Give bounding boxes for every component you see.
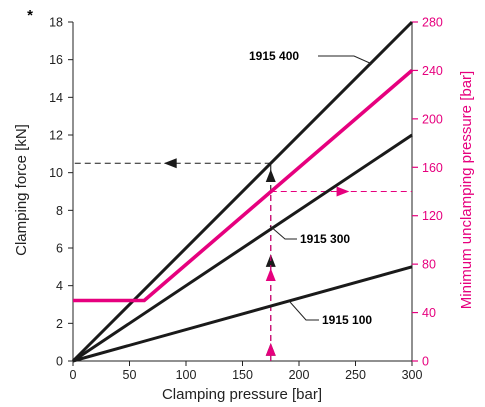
- arrowhead: [336, 186, 350, 197]
- arrowhead: [265, 169, 276, 183]
- label-leader: [289, 301, 319, 321]
- x-tick-label: 50: [123, 368, 137, 382]
- y-axis-title-marker: *: [27, 7, 33, 24]
- y2-tick-label: 200: [422, 112, 443, 126]
- y2-tick-label: 40: [422, 306, 436, 320]
- label-leader: [318, 55, 373, 65]
- y-tick-label: 12: [49, 129, 63, 143]
- series-label: 1915 300: [300, 232, 350, 246]
- x-tick-label: 300: [402, 368, 423, 382]
- series-line-1915-100: [72, 265, 413, 363]
- series-label: 1915 100: [322, 313, 372, 327]
- x-tick-label: 0: [70, 368, 77, 382]
- series-label: 1915 400: [249, 49, 299, 63]
- y-tick-label: 16: [49, 53, 63, 67]
- series-labels: 1915 400 1915 300 1915 100: [249, 49, 372, 327]
- y-tick-label: 14: [49, 91, 63, 105]
- y2-tick-label: 280: [422, 16, 443, 30]
- y2-tick-label: 160: [422, 161, 443, 175]
- guide-lines: [73, 158, 412, 361]
- y-axis-title: Clamping force [kN]: [13, 124, 30, 256]
- y-tick-label: 2: [56, 317, 63, 331]
- y-tick-label: 8: [56, 204, 63, 218]
- arrowhead: [163, 158, 177, 169]
- series-lines: [71, 20, 414, 363]
- y-tick-label: 4: [56, 279, 63, 293]
- y-tick-label: 6: [56, 242, 63, 256]
- arrowhead: [265, 343, 276, 356]
- x-tick-label: 150: [232, 368, 253, 382]
- x-axis-title: Clamping pressure [bar]: [162, 386, 322, 403]
- y-tick-label: 10: [49, 166, 63, 180]
- y2-tick-label: 80: [422, 258, 436, 272]
- axes: 0 50 100 150 200 250 3000246810121416180408012…: [49, 16, 443, 383]
- y-tick-label: 18: [49, 16, 63, 30]
- y2-tick-label: 240: [422, 64, 443, 78]
- y-tick-label: 0: [56, 355, 63, 369]
- series-line-1915-300: [72, 133, 413, 363]
- x-tick-label: 100: [176, 368, 197, 382]
- y2-tick-label: 120: [422, 209, 443, 223]
- arrowhead: [265, 268, 276, 282]
- series-line-1915-400: [71, 20, 414, 363]
- label-leader: [269, 225, 297, 240]
- x-tick-label: 250: [345, 368, 366, 382]
- x-tick-label: 200: [289, 368, 310, 382]
- series-line-unclamping-pressure: [73, 69, 414, 303]
- y2-tick-label: 0: [422, 355, 429, 369]
- y2-axis-title: Minimum unclamping pressure [bar]: [458, 71, 475, 309]
